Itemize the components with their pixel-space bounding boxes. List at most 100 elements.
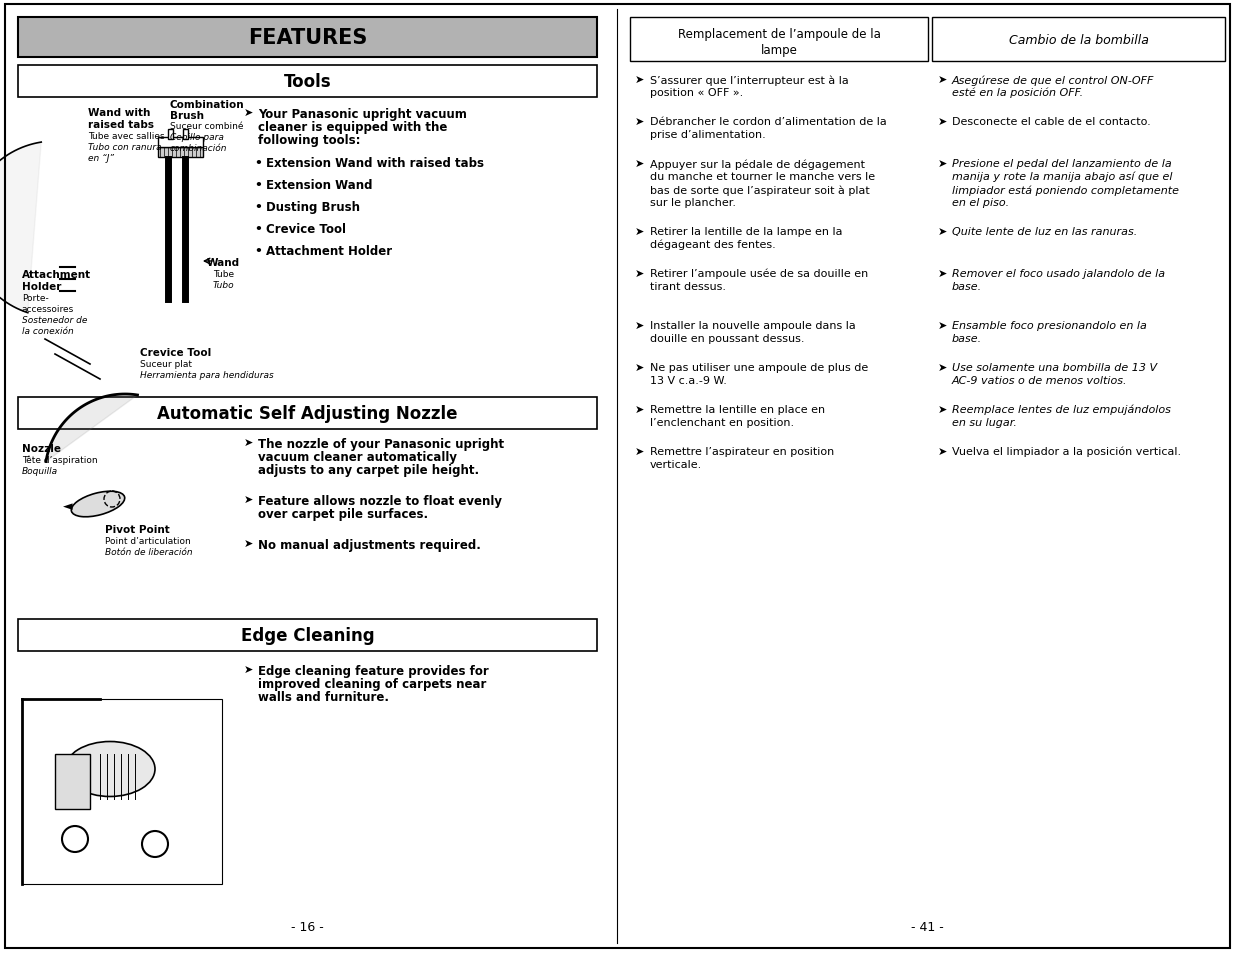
Text: tirant dessus.: tirant dessus. (650, 282, 726, 292)
Text: S’assurer que l’interrupteur est à la: S’assurer que l’interrupteur est à la (650, 75, 848, 86)
Text: ➤: ➤ (939, 159, 947, 169)
Text: Remover el foco usado jalandolo de la: Remover el foco usado jalandolo de la (952, 269, 1165, 278)
Text: Tubo: Tubo (212, 281, 235, 290)
Text: Cambio de la bombilla: Cambio de la bombilla (1009, 33, 1149, 47)
Text: No manual adjustments required.: No manual adjustments required. (258, 538, 480, 552)
Text: Ensamble foco presionandolo en la: Ensamble foco presionandolo en la (952, 320, 1147, 331)
Text: •: • (254, 179, 262, 192)
Text: Ne pas utiliser une ampoule de plus de: Ne pas utiliser une ampoule de plus de (650, 363, 868, 373)
Text: Crevice Tool: Crevice Tool (266, 223, 346, 235)
Text: position « OFF ».: position « OFF ». (650, 88, 743, 98)
Text: Remplacement de l’ampoule de la: Remplacement de l’ampoule de la (678, 28, 881, 41)
Text: du manche et tourner le manche vers le: du manche et tourner le manche vers le (650, 172, 876, 182)
Text: douille en poussant dessus.: douille en poussant dessus. (650, 334, 804, 344)
Text: Asegúrese de que el control ON-OFF: Asegúrese de que el control ON-OFF (952, 75, 1155, 86)
Text: - 41 -: - 41 - (911, 920, 944, 933)
Text: •: • (254, 223, 262, 235)
Text: Appuyer sur la pédale de dégagement: Appuyer sur la pédale de dégagement (650, 159, 864, 170)
Text: Tube: Tube (212, 270, 235, 278)
Text: Feature allows nozzle to float evenly: Feature allows nozzle to float evenly (258, 495, 501, 507)
Text: ➤: ➤ (245, 437, 253, 448)
Text: ➤: ➤ (245, 108, 253, 118)
Bar (168, 130, 173, 140)
Text: combinación: combinación (170, 144, 227, 152)
Text: over carpet pile surfaces.: over carpet pile surfaces. (258, 507, 429, 520)
Bar (22, 700, 222, 884)
Text: Remettre l’aspirateur en position: Remettre l’aspirateur en position (650, 447, 835, 456)
Polygon shape (0, 143, 41, 314)
Text: Retirer l’ampoule usée de sa douille en: Retirer l’ampoule usée de sa douille en (650, 269, 868, 279)
Text: AC-9 vatios o de menos voltios.: AC-9 vatios o de menos voltios. (952, 375, 1128, 386)
Text: ➤: ➤ (245, 538, 253, 548)
Text: en el piso.: en el piso. (952, 198, 1009, 208)
Text: ➤: ➤ (939, 405, 947, 415)
Text: ➤: ➤ (635, 117, 645, 127)
Text: Installer la nouvelle ampoule dans la: Installer la nouvelle ampoule dans la (650, 320, 856, 331)
Text: manija y rote la manija abajo así que el: manija y rote la manija abajo así que el (952, 172, 1172, 182)
Text: Edge cleaning feature provides for: Edge cleaning feature provides for (258, 664, 489, 678)
Text: raised tabs: raised tabs (88, 120, 154, 130)
Text: 13 V c.a.-9 W.: 13 V c.a.-9 W. (650, 375, 727, 386)
Text: la conexión: la conexión (22, 327, 74, 335)
Text: ➤: ➤ (635, 405, 645, 415)
Text: bas de sorte que l’aspirateur soit à plat: bas de sorte que l’aspirateur soit à pla… (650, 185, 869, 195)
Text: dégageant des fentes.: dégageant des fentes. (650, 240, 776, 251)
Text: Use solamente una bombilla de 13 V: Use solamente una bombilla de 13 V (952, 363, 1157, 373)
Text: Suceur combiné: Suceur combiné (170, 122, 243, 131)
Text: Porte-: Porte- (22, 294, 48, 303)
Text: ➤: ➤ (635, 363, 645, 373)
Text: ➤: ➤ (939, 227, 947, 236)
Text: Nozzle: Nozzle (22, 443, 61, 454)
Text: Attachment Holder: Attachment Holder (266, 245, 393, 257)
Text: •: • (254, 201, 262, 213)
Text: Wand with: Wand with (88, 108, 151, 118)
Text: ➤: ➤ (939, 75, 947, 85)
Text: adjusts to any carpet pile height.: adjusts to any carpet pile height. (258, 463, 479, 476)
Text: Tools: Tools (284, 73, 331, 91)
Text: Holder: Holder (22, 282, 62, 292)
Text: Débrancher le cordon d’alimentation de la: Débrancher le cordon d’alimentation de l… (650, 117, 887, 127)
Text: ➤: ➤ (635, 269, 645, 278)
Text: Herramienta para hendiduras: Herramienta para hendiduras (140, 371, 274, 379)
Text: esté en la posición OFF.: esté en la posición OFF. (952, 88, 1083, 98)
Text: Retirer la lentille de la lampe en la: Retirer la lentille de la lampe en la (650, 227, 842, 236)
Text: ➤: ➤ (245, 664, 253, 675)
Text: Tubo con ranura: Tubo con ranura (88, 143, 162, 152)
Text: ➤: ➤ (635, 159, 645, 169)
Circle shape (62, 826, 88, 852)
Text: Reemplace lentes de luz empujándolos: Reemplace lentes de luz empujándolos (952, 405, 1171, 416)
Text: sur le plancher.: sur le plancher. (650, 198, 736, 208)
Text: lampe: lampe (761, 44, 798, 57)
Bar (158, 138, 203, 148)
Ellipse shape (65, 741, 156, 797)
Text: Combination: Combination (170, 100, 245, 110)
Bar (19, 397, 597, 430)
Text: limpiador está poniendo completamente: limpiador está poniendo completamente (952, 185, 1179, 195)
Text: •: • (254, 157, 262, 170)
Text: ➤: ➤ (635, 447, 645, 456)
Text: ➤: ➤ (635, 320, 645, 331)
Text: Crevice Tool: Crevice Tool (140, 348, 211, 357)
Text: ➤: ➤ (635, 75, 645, 85)
Text: vacuum cleaner automatically: vacuum cleaner automatically (258, 451, 457, 463)
Bar (630, 18, 927, 62)
Bar (183, 130, 188, 140)
Ellipse shape (72, 492, 125, 517)
Text: Automatic Self Adjusting Nozzle: Automatic Self Adjusting Nozzle (157, 405, 458, 422)
Text: Extension Wand with raised tabs: Extension Wand with raised tabs (266, 157, 484, 170)
Bar (19, 18, 597, 58)
Text: base.: base. (952, 282, 982, 292)
Text: Cepillo para: Cepillo para (170, 132, 224, 142)
Text: accessoires: accessoires (22, 305, 74, 314)
Bar (19, 66, 597, 98)
Text: ➤: ➤ (939, 363, 947, 373)
Text: Extension Wand: Extension Wand (266, 179, 373, 192)
Text: Your Panasonic upright vacuum: Your Panasonic upright vacuum (258, 108, 467, 121)
Text: l’enclenchant en position.: l’enclenchant en position. (650, 417, 794, 428)
Bar (158, 148, 203, 158)
Text: •: • (254, 245, 262, 257)
Text: Botón de liberación: Botón de liberación (105, 547, 193, 557)
Text: FEATURES: FEATURES (248, 28, 367, 48)
Text: Suceur plat: Suceur plat (140, 359, 191, 369)
Bar (19, 619, 597, 651)
